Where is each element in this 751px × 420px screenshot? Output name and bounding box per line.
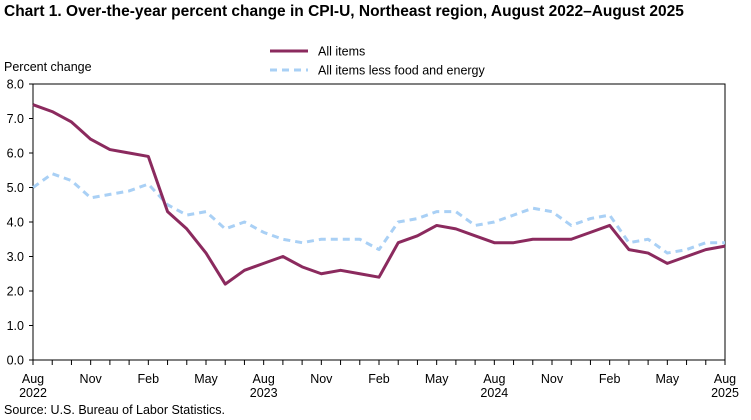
y-tick-label: 3.0 — [7, 250, 24, 264]
y-tick-label: 2.0 — [7, 285, 24, 299]
x-tick-label: Aug — [22, 372, 44, 386]
x-tick-label: Nov — [310, 372, 333, 386]
series-line-all-items — [32, 103, 726, 286]
chart-title: Chart 1. Over-the-year percent change in… — [4, 3, 684, 20]
y-tick-label: 1.0 — [7, 319, 24, 333]
legend-label: All items — [318, 45, 365, 59]
y-tick-label: 4.0 — [7, 216, 24, 230]
x-tick-label: May — [425, 372, 449, 386]
y-tick-label: 7.0 — [7, 112, 24, 126]
y-tick-label: 0.0 — [7, 354, 24, 368]
x-tick-year-label: 2022 — [19, 386, 47, 400]
x-tick-label: Feb — [138, 372, 160, 386]
x-tick-year-label: 2023 — [250, 386, 278, 400]
y-axis: 0.0 1.0 2.0 3.0 4.0 5.0 6.0 7.0 8.0 — [7, 78, 33, 368]
x-tick-label: Aug — [253, 372, 275, 386]
y-tick-label: 8.0 — [7, 78, 24, 92]
y-tick-label: 6.0 — [7, 147, 24, 161]
x-tick-label: May — [656, 372, 680, 386]
x-tick-label: Nov — [80, 372, 103, 386]
y-tick-label: 5.0 — [7, 181, 24, 195]
x-tick-label: Feb — [599, 372, 621, 386]
x-tick-year-label: 2024 — [480, 386, 508, 400]
source-note: Source: U.S. Bureau of Labor Statistics. — [4, 403, 225, 417]
x-tick-label: May — [194, 372, 218, 386]
legend-label: All items less food and energy — [318, 64, 486, 78]
series-group — [32, 103, 726, 286]
x-tick-label: Aug — [483, 372, 505, 386]
plot-area-frame — [32, 83, 726, 361]
x-tick-label: Nov — [541, 372, 564, 386]
legend: All items All items less food and energy — [270, 45, 486, 78]
y-axis-label: Percent change — [4, 60, 92, 74]
x-tick-year-label: 2025 — [711, 386, 739, 400]
x-tick-label: Aug — [714, 372, 736, 386]
x-tick-label: Feb — [368, 372, 390, 386]
series-line-core — [32, 172, 725, 255]
